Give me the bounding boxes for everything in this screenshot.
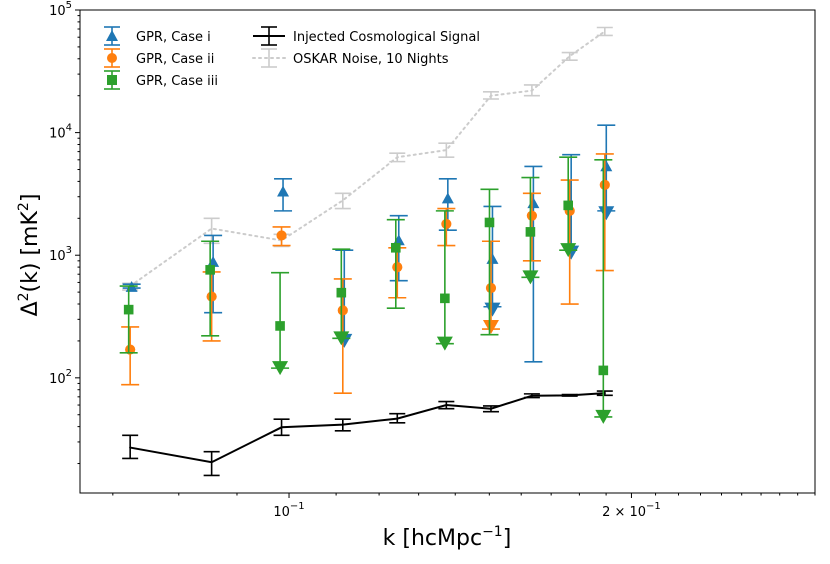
noise-errorbar-8 [561, 51, 578, 61]
case_iii-errorbar-2 [271, 271, 290, 369]
noise-errorbar-5 [438, 142, 455, 159]
signal-errorbar-1 [203, 450, 220, 477]
axes-frame [79, 9, 816, 494]
legend: GPR, Case i GPR, Case ii GPR, Case iii Inje… [104, 26, 480, 90]
case_ii-point-1 [206, 291, 217, 302]
case_ii-errorbar-9 [595, 153, 614, 272]
legend-item-signal: Injected Cosmological Signal [253, 26, 480, 46]
legend-circle-marker [107, 53, 117, 63]
y-tick-label-0: 102 [49, 368, 72, 387]
case_iii-errorbar-1 [201, 240, 220, 337]
case_i-errorbar-7 [524, 165, 543, 363]
case_iii-point-3 [336, 287, 347, 298]
signal-errorbar-0 [122, 434, 139, 460]
case_iii-upper-limit-extra-3 [522, 270, 539, 285]
legend-triangle-marker [106, 30, 118, 41]
case_ii-errorbar-4 [388, 246, 407, 299]
plot-area [119, 26, 616, 477]
case_i-upper-limit-extra-0 [484, 302, 501, 317]
case_ii-point-4 [392, 262, 403, 273]
case_ii-point-5 [441, 218, 452, 230]
case_iii-errorbar-6 [480, 188, 499, 336]
legend-label-signal: Injected Cosmological Signal [293, 30, 480, 45]
case_ii-errorbar-1 [202, 271, 221, 342]
noise-errorbar-4 [389, 152, 406, 163]
case_ii-point-9 [599, 179, 610, 190]
case_ii-point-6 [485, 282, 497, 294]
legend-item-case_iii: GPR, Case iii [104, 70, 218, 90]
case_i-point-7 [527, 197, 540, 209]
legend-item-case_ii: GPR, Case ii [104, 48, 214, 68]
signal-errorbar-8 [561, 393, 578, 397]
case_iii-point-5 [440, 293, 450, 304]
case_ii-errorbar-8 [560, 179, 579, 305]
case_iii-errorbar-0 [119, 285, 138, 354]
signal-errorbar-4 [389, 412, 406, 424]
signal-errorbar-7 [523, 393, 540, 399]
y-tick-label-1: 103 [49, 245, 72, 264]
noise-errorbar-1 [203, 217, 220, 245]
axes: 102 103 104 105 10−1 2 × 10−1 [49, 0, 816, 520]
legend-label-case_i: GPR, Case i [136, 30, 211, 45]
case_iii-point-9 [598, 365, 609, 376]
noise-errorbar-9 [596, 26, 613, 37]
case_iii-errorbar-9 [594, 159, 613, 418]
y-tick-label-3: 105 [49, 0, 72, 19]
noise-errorbar-6 [482, 91, 499, 100]
case_iii-point-1 [205, 265, 215, 275]
case_iii-upper-limit-extra-1 [333, 331, 350, 346]
noise-line [129, 30, 606, 288]
x-axis-label: k [hcMpc−1] [383, 524, 512, 551]
x-tick-label-1: 2 × 10−1 [602, 501, 661, 520]
noise-errorbar-3 [334, 192, 351, 210]
case_iii-point-7 [525, 227, 536, 237]
case_i-point-6 [486, 253, 499, 264]
case_iii-point-4 [390, 242, 401, 253]
case_iii-point-8 [563, 200, 574, 211]
signal-errorbar-9 [596, 390, 613, 397]
case_iii-upper-limit-extra-4 [560, 243, 577, 258]
signal-errorbar-6 [482, 405, 499, 413]
legend-square-marker [107, 75, 117, 85]
legend-item-case_i: GPR, Case i [104, 26, 211, 46]
legend-label-case_ii: GPR, Case ii [136, 52, 214, 67]
case_ii-errorbar-7 [522, 192, 541, 262]
legend-label-noise: OSKAR Noise, 10 Nights [293, 52, 449, 67]
case_iii-errorbar-4 [386, 218, 405, 309]
case_iii-upper-limit-extra-5 [595, 409, 612, 424]
case_iii-upper-limit-extra-0 [272, 361, 289, 376]
case_ii-errorbar-0 [121, 326, 140, 386]
case_ii-upper-limit-extra-0 [482, 319, 499, 334]
case_iii-upper-limit-extra-2 [436, 336, 453, 351]
x-tick-label-0: 10−1 [273, 501, 304, 520]
case_i-point-2 [277, 185, 290, 197]
case_i-point-5 [441, 192, 454, 204]
case_ii-point-2 [276, 230, 287, 241]
legend-label-case_iii: GPR, Case iii [136, 74, 218, 89]
case_iii-point-0 [123, 304, 134, 315]
noise-errorbar-7 [523, 84, 540, 97]
case_i-upper-limit-extra-1 [598, 206, 615, 221]
signal-errorbar-2 [273, 418, 290, 437]
y-tick-label-2: 104 [49, 123, 72, 142]
case_iii-point-6 [484, 217, 495, 228]
signal-errorbar-3 [334, 418, 351, 432]
signal-errorbar-5 [438, 400, 455, 410]
case_iii-point-2 [275, 321, 285, 331]
legend-item-noise: OSKAR Noise, 10 Nights [252, 48, 449, 68]
case_ii-point-7 [526, 210, 537, 221]
signal-line [129, 392, 606, 464]
case_i-point-9 [600, 160, 613, 172]
y-axis-label: Δ2(k) [mK2] [16, 194, 43, 317]
case_ii-point-3 [337, 305, 348, 316]
